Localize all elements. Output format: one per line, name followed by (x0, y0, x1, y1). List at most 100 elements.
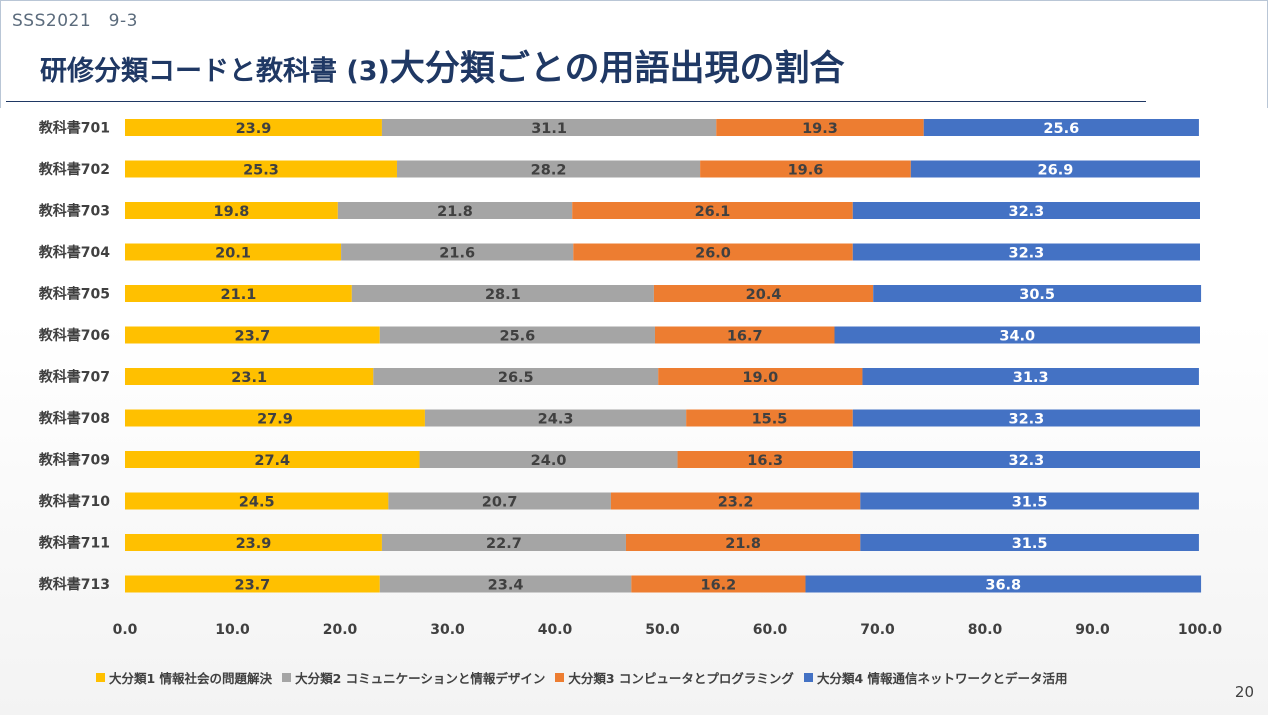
legend-swatch (555, 673, 565, 682)
data-label: 25.6 (1043, 121, 1079, 137)
bar-segment (852, 409, 1200, 427)
data-label: 23.9 (236, 536, 272, 552)
data-label: 25.3 (243, 163, 279, 179)
bar-segment (125, 534, 382, 551)
data-label: 22.7 (486, 536, 522, 552)
data-label: 23.2 (718, 495, 754, 511)
bar-segment (910, 160, 1200, 178)
bar-segment (834, 326, 1200, 344)
category-label: 教科書713 (39, 576, 110, 593)
bar-segment (125, 285, 352, 302)
data-label: 31.3 (1013, 370, 1049, 386)
bar-segment (125, 368, 374, 385)
data-label: 21.8 (437, 204, 473, 220)
session-label: SSS2021 9-3 (12, 11, 138, 31)
bar-segment (625, 534, 861, 551)
bar-segment (125, 409, 425, 427)
category-label: 教科書706 (39, 327, 110, 344)
legend-label: 大分類4 情報通信ネットワークとデータ活用 (816, 671, 1068, 686)
bar-segment (852, 202, 1200, 219)
data-label: 20.4 (746, 287, 782, 303)
data-label: 23.4 (488, 578, 524, 594)
x-tick-label: 10.0 (215, 622, 250, 638)
data-label: 32.3 (1008, 412, 1044, 428)
bar-segment (381, 119, 717, 136)
legend-item: 大分類1 情報社会の問題解決 (96, 668, 272, 687)
category-label: 教科書702 (39, 161, 110, 178)
data-label: 23.1 (231, 370, 267, 386)
x-tick-label: 60.0 (753, 622, 788, 638)
bar-segment (686, 409, 853, 427)
category-label: 教科書710 (39, 493, 110, 510)
bar-segment (654, 326, 835, 344)
bar-segment (125, 451, 420, 468)
data-label: 19.0 (742, 370, 778, 386)
bar-segment (379, 575, 632, 593)
slide-title: 研修分類コードと教科書 (3) 大分類ごとの用語出現の割合 (40, 40, 845, 89)
x-tick-label: 30.0 (430, 622, 465, 638)
bar-segment (396, 160, 701, 178)
category-label: 教科書708 (39, 410, 110, 427)
bar-segment (379, 326, 655, 344)
x-tick-label: 20.0 (323, 622, 358, 638)
bar-segment (852, 451, 1200, 468)
bar-segment (337, 202, 573, 219)
data-label: 32.3 (1008, 204, 1044, 220)
data-label: 31.1 (531, 121, 567, 137)
x-tick-label: 70.0 (860, 622, 895, 638)
data-label: 27.4 (254, 453, 290, 469)
bar-segment (125, 492, 389, 510)
bar-segment (424, 409, 687, 427)
category-label: 教科書711 (39, 535, 110, 552)
category-label: 教科書703 (39, 203, 110, 220)
bar-segment (125, 326, 380, 344)
category-label: 教科書707 (39, 369, 110, 386)
title-divider (6, 101, 1146, 102)
chart-legend: 大分類1 情報社会の問題解決 大分類2 コミュニケーションと情報デザイン 大分類3 … (96, 668, 1068, 687)
data-label: 23.7 (234, 329, 270, 345)
bar-segment (351, 285, 654, 302)
data-label: 28.1 (485, 287, 521, 303)
bar-segment (862, 368, 1199, 385)
legend-item: 大分類2 コミュニケーションと情報デザイン (282, 668, 545, 687)
bar-segment (677, 451, 853, 468)
data-label: 26.0 (695, 246, 731, 262)
data-label: 19.6 (788, 163, 824, 179)
slide-title-part1: 研修分類コードと教科書 (3) (40, 56, 390, 87)
bar-segment (381, 534, 626, 551)
data-label: 24.3 (538, 412, 574, 428)
data-label: 27.9 (257, 412, 293, 428)
category-label: 教科書704 (39, 244, 110, 261)
bar-segment (341, 243, 574, 261)
bar-segment (653, 285, 874, 302)
data-label: 25.6 (499, 329, 535, 345)
x-tick-label: 100.0 (1178, 622, 1223, 638)
legend-label: 大分類1 情報社会の問題解決 (109, 671, 273, 686)
data-label: 26.9 (1038, 163, 1074, 179)
data-label: 19.3 (802, 121, 838, 137)
data-label: 31.5 (1012, 495, 1048, 511)
data-label: 30.5 (1019, 287, 1055, 303)
x-tick-label: 50.0 (645, 622, 680, 638)
bar-segment (125, 202, 338, 219)
bar-segment (716, 119, 924, 136)
data-label: 21.1 (221, 287, 257, 303)
data-label: 19.8 (214, 204, 250, 220)
data-label: 16.7 (727, 329, 763, 345)
data-label: 21.6 (439, 246, 475, 262)
bar-segment (873, 285, 1202, 302)
data-label: 24.5 (239, 495, 275, 511)
x-tick-label: 0.0 (113, 622, 138, 638)
data-label: 28.2 (531, 163, 567, 179)
legend-swatch (282, 673, 292, 682)
category-label: 教科書701 (39, 120, 110, 137)
slide-title-part2: 大分類ごとの用語出現の割合 (389, 49, 845, 89)
data-label: 24.0 (531, 453, 567, 469)
data-label: 26.1 (695, 204, 731, 220)
x-tick-label: 90.0 (1075, 622, 1110, 638)
data-label: 20.1 (215, 246, 251, 262)
legend-swatch (803, 673, 813, 682)
x-tick-label: 80.0 (968, 622, 1003, 638)
bar-segment (572, 202, 853, 219)
